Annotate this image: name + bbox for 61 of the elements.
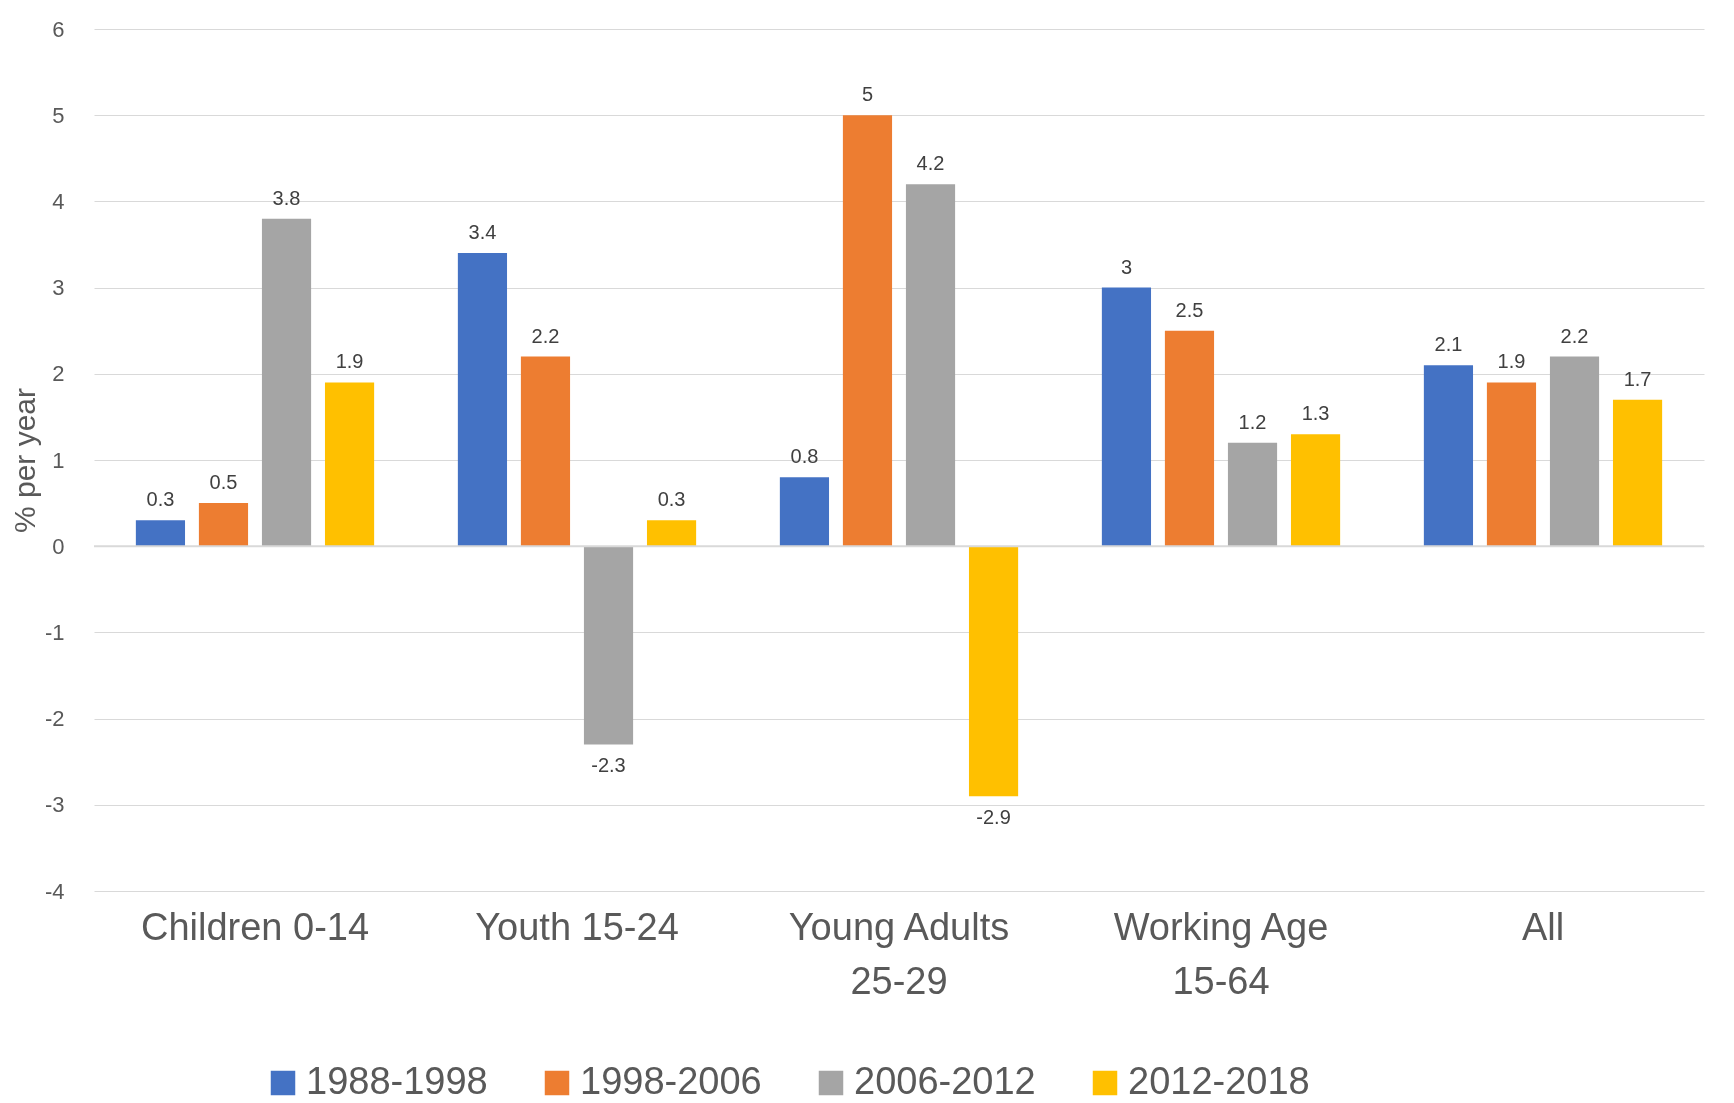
bar: [261, 218, 312, 547]
y-tick-label: -4: [44, 878, 65, 904]
bar: [779, 477, 830, 547]
bar: [1227, 442, 1278, 547]
bar: [1423, 365, 1474, 547]
data-label: 3.8: [272, 186, 301, 209]
y-tick-label: 5: [52, 102, 65, 128]
bar: [1101, 287, 1152, 547]
y-tick-label: -1: [44, 619, 65, 645]
bar: [583, 546, 634, 745]
data-label: -2.3: [591, 754, 626, 777]
legend-label: 1998-2006: [580, 1060, 762, 1102]
x-tick-label: All: [1521, 905, 1565, 948]
bar: [457, 253, 508, 547]
legend-label: 2012-2018: [1128, 1060, 1310, 1102]
bar: [324, 382, 375, 547]
bar: [198, 503, 249, 547]
bar: [135, 520, 186, 547]
data-label: 2.2: [1560, 324, 1589, 347]
data-label: 0.5: [209, 471, 238, 494]
y-tick-label: -3: [44, 792, 65, 818]
data-label: 2.1: [1434, 333, 1463, 356]
bar: [1549, 356, 1600, 547]
y-tick-label: 2: [52, 361, 65, 387]
data-label: 3.4: [468, 221, 497, 244]
bar: [905, 184, 956, 547]
x-tick-label: Youth 15-24: [475, 905, 679, 948]
y-tick-label: 3: [52, 275, 65, 301]
bar: [968, 546, 1019, 797]
data-label: 2.2: [531, 324, 560, 347]
y-tick-label: 6: [52, 16, 65, 42]
data-label: 4.2: [916, 152, 945, 175]
data-label: 2.5: [1175, 298, 1204, 321]
data-label: -2.9: [976, 806, 1011, 829]
bar: [842, 115, 893, 547]
y-tick-label: 0: [52, 533, 65, 559]
data-label: 0.8: [790, 445, 819, 468]
data-label: 0.3: [146, 488, 175, 511]
legend-label: 1988-1998: [306, 1060, 488, 1102]
bar: [646, 520, 697, 547]
data-label: 1.9: [335, 350, 364, 373]
data-label: 0.3: [657, 488, 686, 511]
data-label: 5: [861, 83, 874, 106]
x-tick-label: Young Adults 25-29: [788, 905, 1010, 1002]
y-tick-label: 1: [52, 447, 65, 473]
bar: [1486, 382, 1537, 547]
data-label: 1.2: [1238, 410, 1267, 433]
y-tick-label: -2: [44, 706, 65, 732]
bar: [1290, 434, 1341, 547]
data-label: 1.9: [1497, 350, 1526, 373]
x-tick-label: Working Age 15-64: [1113, 905, 1329, 1002]
data-label: 3: [1120, 255, 1133, 278]
y-axis-title: % per year: [7, 387, 41, 534]
legend-label: 2006-2012: [854, 1060, 1036, 1102]
data-label: 1.7: [1623, 367, 1652, 390]
y-tick-label: 4: [52, 188, 65, 214]
data-label: 1.3: [1301, 402, 1330, 425]
bar: [520, 356, 571, 547]
bar: [1612, 399, 1663, 547]
bar: [1164, 330, 1215, 547]
x-tick-label: Children 0-14: [140, 905, 370, 948]
